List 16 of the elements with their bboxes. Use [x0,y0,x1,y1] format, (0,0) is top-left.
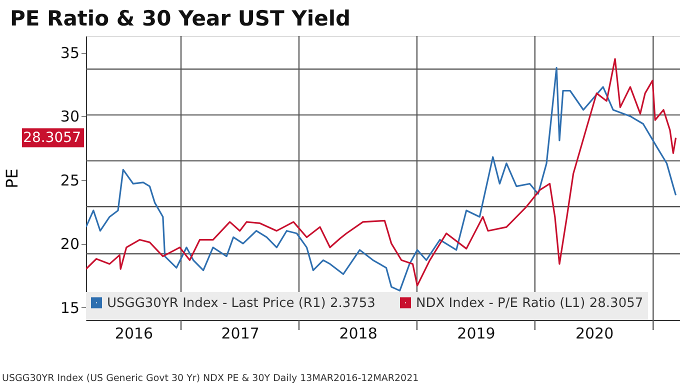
y-tick-label: 20 [60,235,80,254]
x-tick-label: 2020 [575,324,614,342]
x-tick-label: 2016 [114,324,154,342]
x-tick-label: 2018 [339,324,378,342]
text: 28.3057 [23,130,81,146]
y-tick-label: 30 [60,108,80,126]
legend-label: USGG30YR Index - Last Price (R1) 2.3753 [107,296,376,311]
y-axis-title: PE [2,168,22,188]
y-tick-label: 25 [60,171,80,190]
y-tick-label: 15 [60,298,80,317]
text: USGG30YR Index (US Generic Govt 30 Yr) NDX PE & 30Y Daily 13MAR2016-12MAR2021 [2,373,419,383]
y-tick-label: 35 [60,44,80,62]
chart-title: PE Ratio & 30 Year UST Yield [10,6,351,30]
x-tick-label: 2019 [457,324,496,342]
x-tick-label: 2017 [221,324,260,342]
legend-label: NDX Index - P/E Ratio (L1) 28.3057 [416,296,644,311]
